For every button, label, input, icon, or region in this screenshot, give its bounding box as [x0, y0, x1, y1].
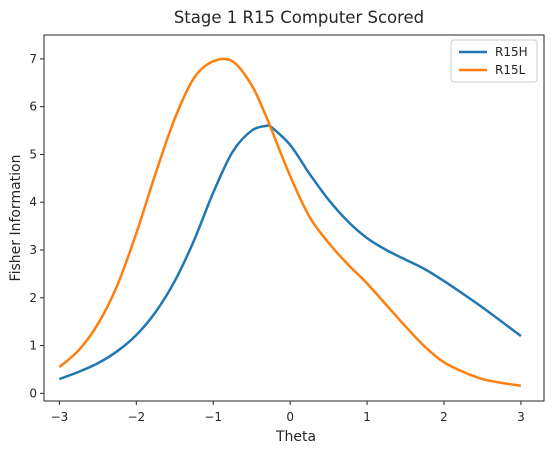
x-ticks: −3 −2 −1 0 1 2 3	[51, 401, 525, 424]
x-tick-label: 2	[440, 410, 448, 424]
chart-title: Stage 1 R15 Computer Scored	[174, 8, 424, 27]
x-tick-label: 3	[517, 410, 525, 424]
legend-box	[450, 39, 538, 83]
y-tick-label: 6	[29, 100, 37, 114]
y-tick-label: 4	[29, 195, 37, 209]
x-tick-label: −2	[127, 410, 145, 424]
y-tick-label: 1	[29, 339, 37, 353]
y-tick-label: 7	[29, 52, 37, 66]
y-tick-label: 3	[29, 243, 37, 257]
x-tick-label: −3	[51, 410, 69, 424]
series-lines	[58, 57, 522, 387]
y-tick-label: 5	[29, 147, 37, 161]
x-tick-label: −1	[204, 410, 222, 424]
x-axis-label: Theta	[275, 429, 316, 445]
legend-label-r15h: R15H	[495, 45, 528, 59]
y-tick-label: 2	[29, 291, 37, 305]
series-line-r15h	[58, 123, 522, 381]
x-tick-label: 0	[286, 410, 294, 424]
series-line-r15l	[58, 57, 522, 387]
legend: R15H R15L	[450, 39, 538, 83]
legend-label-r15l: R15L	[495, 63, 526, 77]
x-tick-label: 1	[363, 410, 371, 424]
y-tick-label: 0	[29, 386, 37, 400]
y-axis-label: Fisher Information	[8, 155, 24, 282]
y-ticks: 0 1 2 3 4 5 6 7	[29, 52, 44, 400]
plot-frame	[43, 34, 545, 402]
